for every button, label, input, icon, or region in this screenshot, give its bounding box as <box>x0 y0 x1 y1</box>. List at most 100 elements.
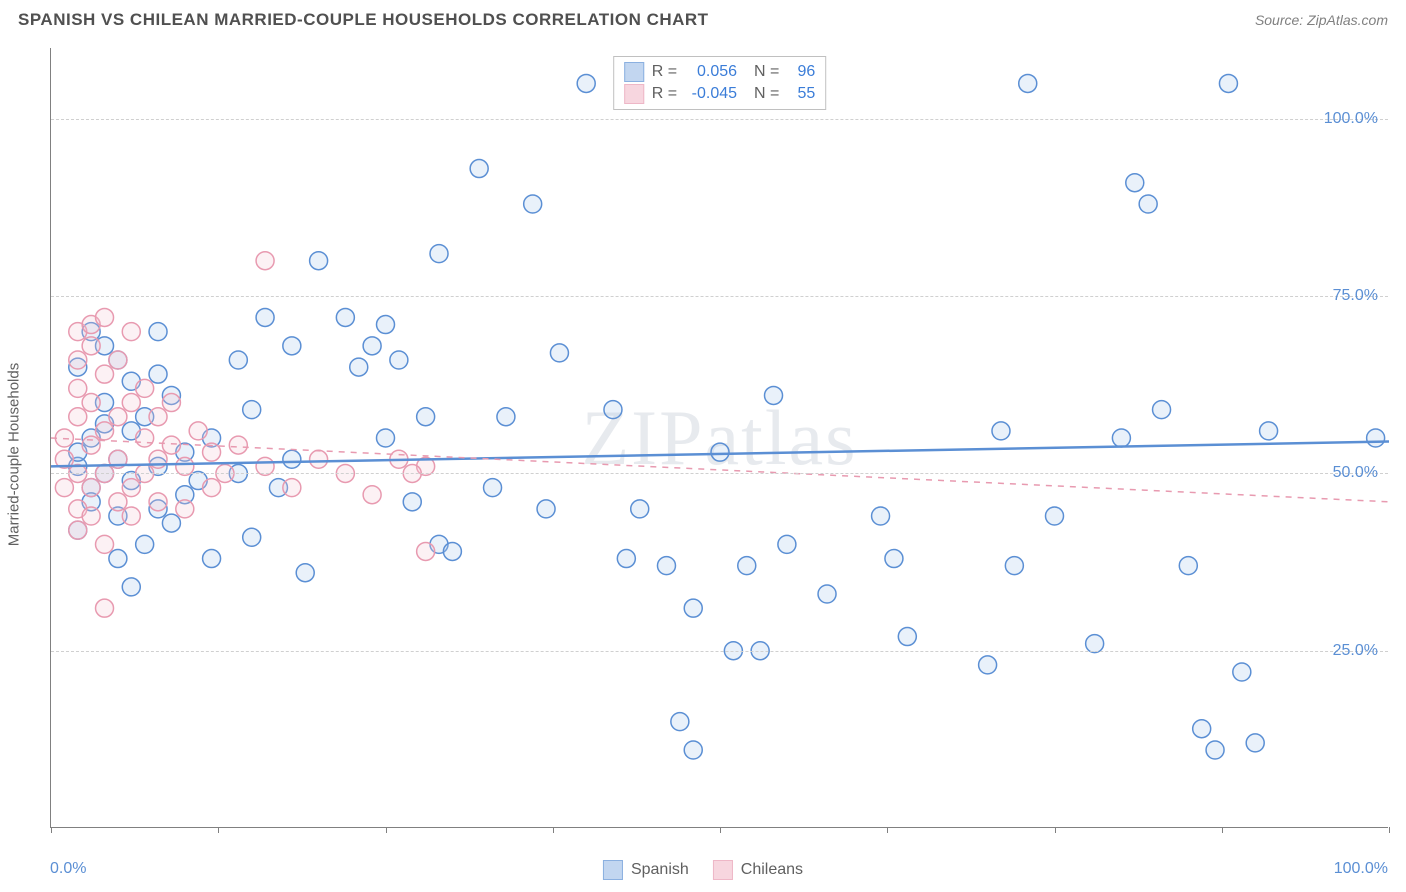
scatter-point <box>537 500 555 518</box>
scatter-point <box>1246 734 1264 752</box>
plot-area: ZIPatlas R =0.056 N =96R =-0.045 N =55 2… <box>50 48 1388 828</box>
x-tick <box>218 827 219 833</box>
scatter-point <box>55 479 73 497</box>
stat-n-label: N = <box>745 63 779 81</box>
legend-swatch <box>713 860 733 880</box>
y-tick-label: 75.0% <box>1333 287 1378 305</box>
y-tick-label: 25.0% <box>1333 642 1378 660</box>
scatter-point <box>96 422 114 440</box>
scatter-point <box>283 337 301 355</box>
scatter-point <box>96 308 114 326</box>
scatter-point <box>82 394 100 412</box>
scatter-point <box>136 535 154 553</box>
legend-label: Chileans <box>741 861 803 879</box>
scatter-point <box>604 401 622 419</box>
scatter-point <box>122 394 140 412</box>
scatter-point <box>109 550 127 568</box>
scatter-point <box>122 507 140 525</box>
source-label: Source: ZipAtlas.com <box>1255 12 1388 28</box>
scatter-point <box>149 365 167 383</box>
scatter-point <box>1179 557 1197 575</box>
legend-item: Chileans <box>713 860 803 880</box>
scatter-point <box>162 514 180 532</box>
scatter-point <box>818 585 836 603</box>
scatter-point <box>336 308 354 326</box>
scatter-point <box>979 656 997 674</box>
scatter-point <box>550 344 568 362</box>
x-tick <box>386 827 387 833</box>
scatter-point <box>162 436 180 454</box>
x-tick <box>720 827 721 833</box>
stats-row: R =-0.045 N =55 <box>624 83 816 105</box>
scatter-point <box>296 564 314 582</box>
scatter-point <box>176 500 194 518</box>
scatter-point <box>96 365 114 383</box>
scatter-point <box>69 408 87 426</box>
scatter-point <box>872 507 890 525</box>
scatter-point <box>1193 720 1211 738</box>
y-tick-label: 100.0% <box>1324 110 1378 128</box>
scatter-point <box>1126 174 1144 192</box>
x-axis-min-label: 0.0% <box>50 860 86 878</box>
scatter-point <box>765 386 783 404</box>
legend-swatch <box>624 84 644 104</box>
stat-r-label: R = <box>652 85 677 103</box>
scatter-point <box>122 323 140 341</box>
scatter-point <box>149 323 167 341</box>
scatter-point <box>1206 741 1224 759</box>
bottom-legend: SpanishChileans <box>603 860 803 880</box>
gridline <box>51 296 1388 297</box>
scatter-point <box>283 450 301 468</box>
scatter-point <box>417 542 435 560</box>
stat-r-value: -0.045 <box>685 85 737 103</box>
x-tick <box>51 827 52 833</box>
scatter-point <box>82 507 100 525</box>
scatter-point <box>82 479 100 497</box>
scatter-point <box>1139 195 1157 213</box>
scatter-point <box>497 408 515 426</box>
stat-n-label: N = <box>745 85 779 103</box>
scatter-point <box>417 408 435 426</box>
scatter-point <box>69 379 87 397</box>
scatter-point <box>898 628 916 646</box>
scatter-point <box>1005 557 1023 575</box>
scatter-point <box>69 351 87 369</box>
x-tick <box>1055 827 1056 833</box>
chart-title: SPANISH VS CHILEAN MARRIED-COUPLE HOUSEH… <box>18 10 709 30</box>
stats-row: R =0.056 N =96 <box>624 61 816 83</box>
scatter-point <box>203 479 221 497</box>
stat-r-value: 0.056 <box>685 63 737 81</box>
scatter-point <box>1367 429 1385 447</box>
scatter-point <box>243 528 261 546</box>
scatter-point <box>430 245 448 263</box>
scatter-point <box>122 479 140 497</box>
scatter-point <box>1112 429 1130 447</box>
scatter-point <box>189 422 207 440</box>
scatter-point <box>671 713 689 731</box>
scatter-point <box>885 550 903 568</box>
scatter-point <box>1233 663 1251 681</box>
scatter-point <box>136 379 154 397</box>
scatter-point <box>484 479 502 497</box>
scatter-point <box>69 521 87 539</box>
scatter-point <box>1046 507 1064 525</box>
scatter-point <box>310 252 328 270</box>
legend-swatch <box>603 860 623 880</box>
scatter-point <box>778 535 796 553</box>
scatter-point <box>229 436 247 454</box>
scatter-point <box>149 493 167 511</box>
scatter-point <box>377 316 395 334</box>
legend-swatch <box>624 62 644 82</box>
y-tick-label: 50.0% <box>1333 464 1378 482</box>
scatter-point <box>1153 401 1171 419</box>
scatter-point <box>443 542 461 560</box>
scatter-point <box>470 160 488 178</box>
scatter-point <box>577 74 595 92</box>
x-tick <box>553 827 554 833</box>
scatter-point <box>390 351 408 369</box>
scatter-point <box>1219 74 1237 92</box>
scatter-point <box>96 599 114 617</box>
x-tick <box>1389 827 1390 833</box>
y-axis-title: Married-couple Households <box>6 363 23 546</box>
scatter-point <box>256 308 274 326</box>
